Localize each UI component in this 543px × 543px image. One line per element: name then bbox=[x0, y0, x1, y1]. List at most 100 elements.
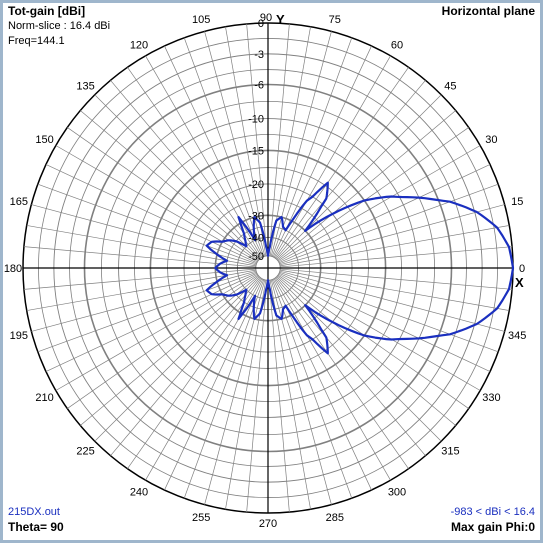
angle-label: 30 bbox=[485, 134, 497, 146]
grid-spoke bbox=[272, 45, 372, 258]
radial-label: -30 bbox=[248, 210, 264, 222]
grid-spoke bbox=[246, 23, 268, 256]
angle-label: 105 bbox=[192, 14, 210, 26]
grid-spoke bbox=[278, 164, 491, 264]
grid-spoke bbox=[277, 127, 469, 262]
radial-label: -3 bbox=[254, 49, 264, 61]
grid-spoke bbox=[55, 273, 258, 391]
angle-label: 135 bbox=[76, 81, 94, 93]
grid-spoke bbox=[183, 37, 265, 257]
angle-label: 270 bbox=[259, 518, 277, 530]
radial-label: -20 bbox=[248, 179, 264, 191]
grid-spoke bbox=[276, 94, 442, 260]
max-gain-label: Max gain Phi:0 bbox=[450, 520, 535, 534]
grid-spoke bbox=[273, 55, 391, 258]
grid-spoke bbox=[269, 280, 311, 510]
radial-label: -10 bbox=[248, 114, 264, 126]
polar-grid bbox=[22, 22, 514, 514]
grid-spoke bbox=[246, 280, 268, 513]
theta-label: Theta= 90 bbox=[8, 520, 64, 534]
grid-spoke bbox=[278, 272, 491, 372]
grid-spoke bbox=[277, 275, 456, 426]
grid-spoke bbox=[80, 110, 259, 261]
angle-label: 15 bbox=[511, 196, 523, 208]
angle-label: 165 bbox=[10, 196, 28, 208]
grid-spoke bbox=[94, 94, 260, 260]
angle-label: 75 bbox=[329, 14, 341, 26]
gain-range-label: -983 < dBi < 16.4 bbox=[450, 506, 535, 518]
grid-spoke bbox=[37, 183, 257, 265]
grid-spoke bbox=[127, 67, 262, 259]
grid-spoke bbox=[183, 279, 265, 499]
grid-spoke bbox=[269, 26, 311, 256]
grid-spoke bbox=[26, 225, 256, 267]
y-axis-label: Y bbox=[276, 12, 285, 27]
grid-spoke bbox=[23, 246, 256, 268]
grid-spoke bbox=[271, 279, 353, 499]
grid-spoke bbox=[280, 268, 513, 290]
grid-spoke bbox=[275, 277, 426, 456]
angle-label: 195 bbox=[10, 330, 28, 342]
grid-spoke bbox=[37, 271, 257, 353]
grid-spoke bbox=[271, 37, 353, 257]
grid-spoke bbox=[225, 280, 267, 510]
angle-label: 330 bbox=[482, 392, 500, 404]
grid-spoke bbox=[268, 23, 290, 256]
grid-spoke bbox=[23, 268, 256, 290]
angle-label: 315 bbox=[441, 445, 459, 457]
radial-label: -50 bbox=[248, 251, 264, 263]
angle-label: 210 bbox=[35, 392, 53, 404]
grid-spoke bbox=[45, 272, 258, 372]
grid-spoke bbox=[277, 110, 456, 261]
grid-spoke bbox=[279, 204, 505, 266]
norm-slice-label: Norm-slice : 16.4 dBi bbox=[8, 20, 111, 32]
grid-spoke bbox=[280, 269, 510, 311]
grid-spoke bbox=[274, 67, 409, 259]
angle-label: 150 bbox=[35, 134, 53, 146]
radial-label: -15 bbox=[248, 145, 264, 157]
grid-spoke bbox=[279, 271, 499, 353]
grid-spoke bbox=[94, 276, 260, 442]
angle-label: 90 bbox=[260, 12, 272, 24]
grid-spoke bbox=[277, 274, 469, 409]
grid-spoke bbox=[127, 277, 262, 469]
angle-label: 45 bbox=[444, 81, 456, 93]
grid-spoke bbox=[67, 127, 259, 262]
grid-spoke bbox=[278, 273, 481, 391]
grid-spoke bbox=[280, 225, 510, 267]
angle-label: 120 bbox=[130, 40, 148, 52]
angle-label: 240 bbox=[130, 486, 148, 498]
grid-spoke bbox=[278, 145, 481, 263]
angle-label: 225 bbox=[76, 445, 94, 457]
angle-label: 300 bbox=[388, 486, 406, 498]
filename-label: 215DX.out bbox=[8, 506, 60, 518]
grid-spoke bbox=[279, 270, 505, 332]
radiation-pattern bbox=[205, 181, 515, 355]
grid-spoke bbox=[164, 45, 264, 258]
grid-spoke bbox=[26, 269, 256, 311]
grid-spoke bbox=[110, 80, 261, 259]
grid-spoke bbox=[275, 80, 426, 259]
frequency-label: Freq=144.1 bbox=[8, 35, 65, 47]
radial-label: -6 bbox=[254, 79, 264, 91]
grid-spoke bbox=[67, 274, 259, 409]
grid-spoke bbox=[268, 280, 290, 513]
grid-spoke bbox=[272, 278, 372, 491]
grid-spoke bbox=[273, 278, 391, 481]
angle-labels: 0 15 30 45 60 75 90 105 120 135 150 165 180 195 210 225… bbox=[4, 12, 527, 530]
angle-label: 255 bbox=[192, 512, 210, 524]
pattern-trace bbox=[205, 181, 515, 355]
grid-spoke bbox=[279, 183, 499, 265]
angle-label: 60 bbox=[391, 40, 403, 52]
x-axis-label: X bbox=[515, 275, 524, 290]
radial-label: -40 bbox=[248, 232, 264, 244]
angle-label: 285 bbox=[326, 512, 344, 524]
grid-spoke bbox=[45, 164, 258, 264]
plane-label: Horizontal plane bbox=[441, 4, 535, 18]
angle-label: 0 bbox=[519, 263, 525, 275]
radial-label: 0 bbox=[258, 18, 264, 30]
grid-spoke bbox=[280, 246, 513, 268]
angle-label: 345 bbox=[508, 330, 526, 342]
chart-title: Tot-gain [dBi] bbox=[8, 4, 86, 18]
